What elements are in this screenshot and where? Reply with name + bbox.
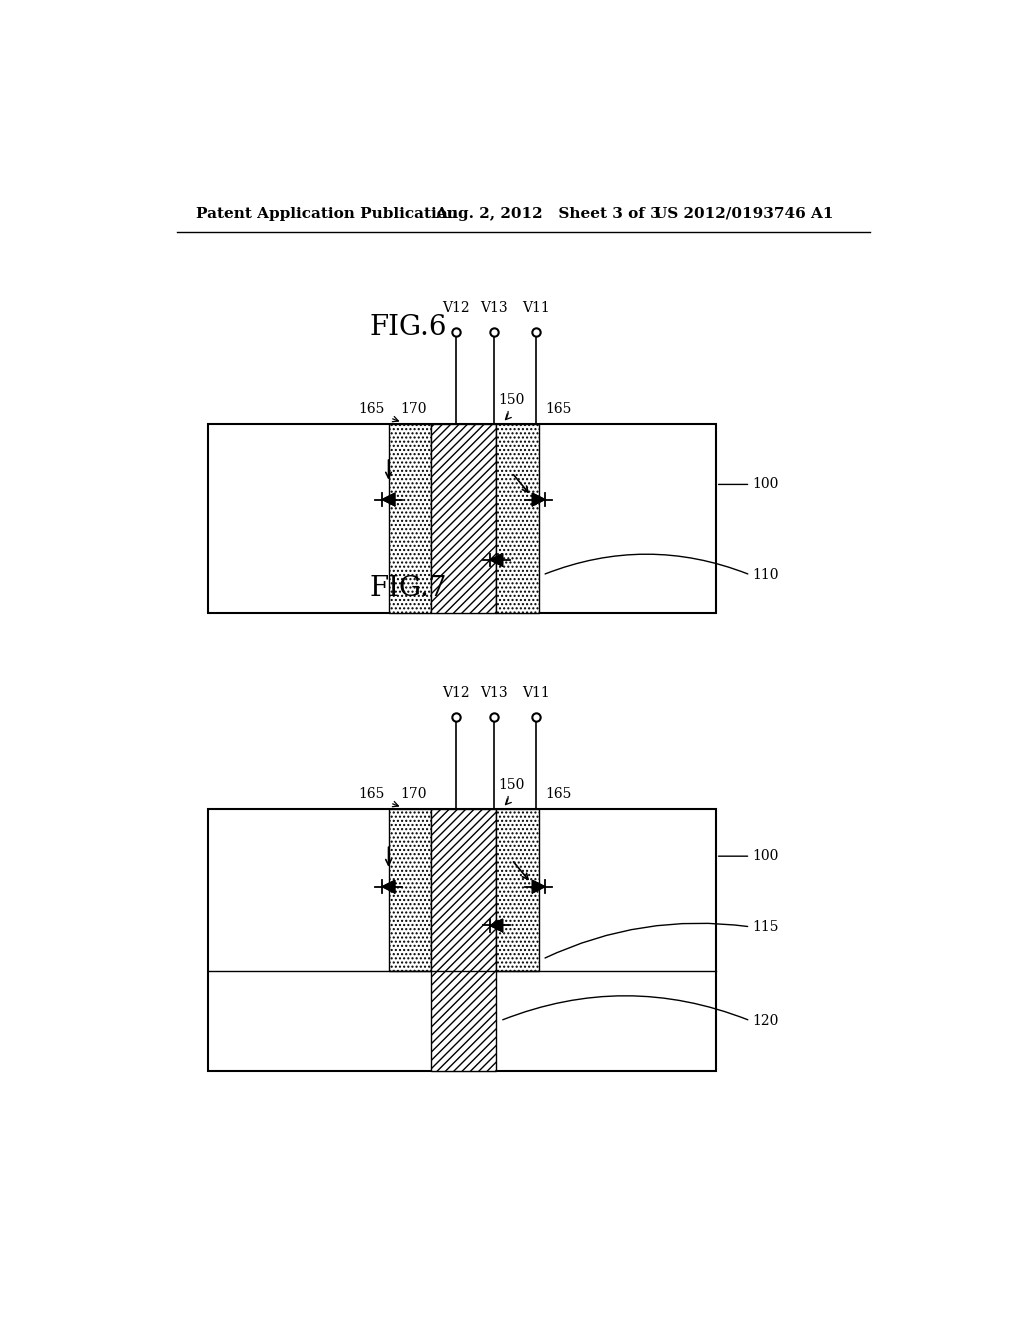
Text: 170: 170 <box>400 787 427 801</box>
Polygon shape <box>382 494 395 506</box>
Text: Patent Application Publication: Patent Application Publication <box>196 207 458 220</box>
Text: V11: V11 <box>522 685 550 700</box>
Text: 100: 100 <box>753 849 779 863</box>
Text: 150: 150 <box>498 777 524 792</box>
Text: V11: V11 <box>522 301 550 314</box>
Text: 115: 115 <box>753 920 779 933</box>
Text: V12: V12 <box>442 685 470 700</box>
Text: 170: 170 <box>400 403 427 416</box>
Text: US 2012/0193746 A1: US 2012/0193746 A1 <box>654 207 834 220</box>
Text: 165: 165 <box>358 787 385 801</box>
Polygon shape <box>532 880 545 894</box>
Text: V13: V13 <box>480 685 508 700</box>
Bar <box>431 424 497 612</box>
Text: 100: 100 <box>753 478 779 491</box>
Text: V12: V12 <box>442 301 470 314</box>
Text: 110: 110 <box>753 568 779 582</box>
Text: 165: 165 <box>358 403 385 416</box>
Bar <box>388 809 431 970</box>
Text: FIG.7: FIG.7 <box>370 574 446 602</box>
Text: FIG.6: FIG.6 <box>370 314 446 342</box>
Text: V13: V13 <box>480 301 508 314</box>
Polygon shape <box>532 494 545 506</box>
Bar <box>431 809 497 1071</box>
Bar <box>208 424 716 612</box>
Bar <box>208 809 716 1071</box>
Polygon shape <box>382 880 395 894</box>
Polygon shape <box>489 553 503 566</box>
Bar <box>388 424 431 612</box>
Text: 120: 120 <box>753 1014 779 1028</box>
Polygon shape <box>489 919 503 932</box>
Bar <box>497 809 539 970</box>
Text: 165: 165 <box>545 787 571 801</box>
Text: Aug. 2, 2012   Sheet 3 of 3: Aug. 2, 2012 Sheet 3 of 3 <box>435 207 660 220</box>
Text: 150: 150 <box>498 393 524 407</box>
Bar <box>497 424 539 612</box>
Text: 165: 165 <box>545 403 571 416</box>
